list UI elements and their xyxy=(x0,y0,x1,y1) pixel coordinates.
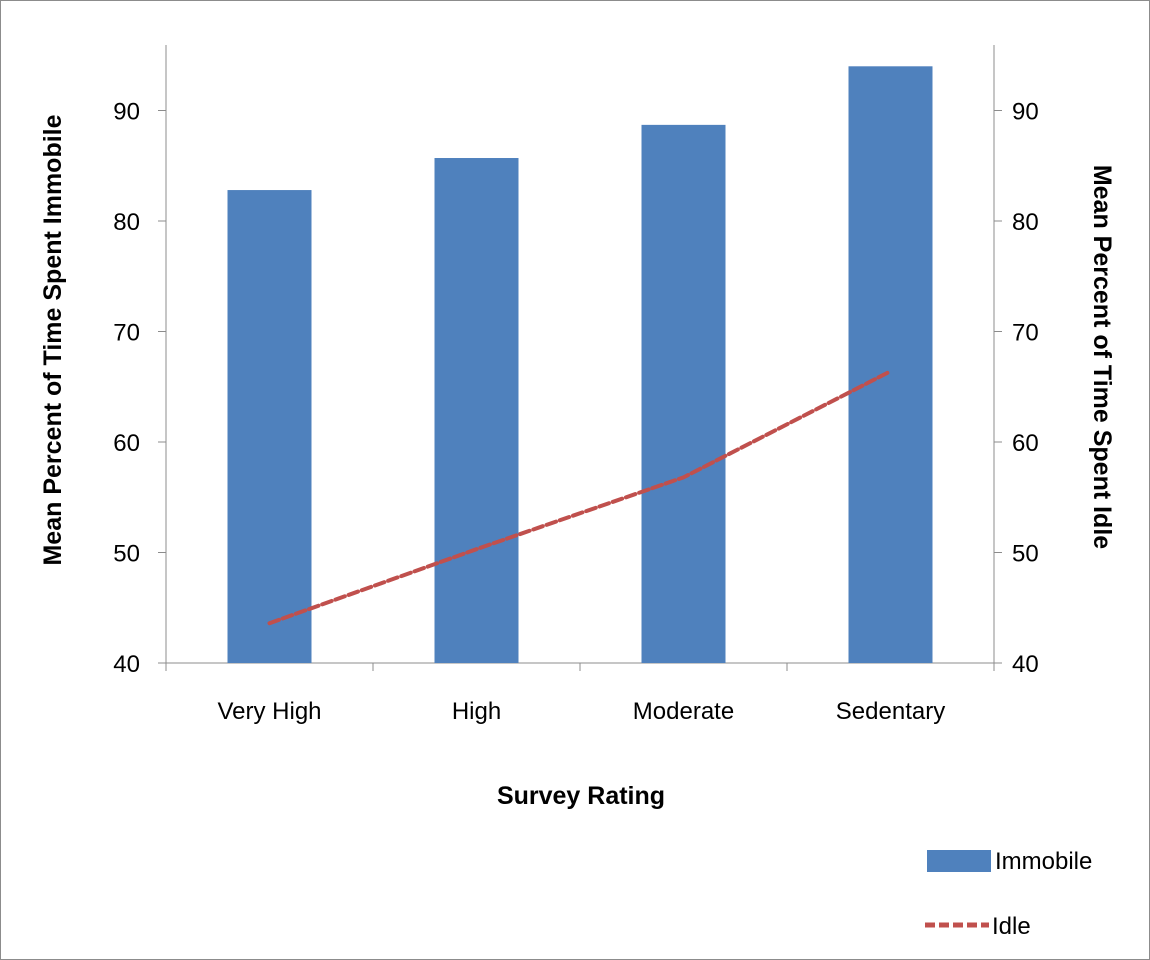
y-right-tick-label: 60 xyxy=(1012,430,1039,457)
y-right-tick-label: 70 xyxy=(1012,320,1039,347)
bar-immobile xyxy=(848,66,933,664)
idle-line-group xyxy=(267,369,893,626)
legend-label-immobile: Immobile xyxy=(995,848,1092,875)
x-axis-title: Survey Rating xyxy=(497,782,665,810)
y-axis-title-left: Mean Percent of Time Spent Immobile xyxy=(39,114,67,565)
y-left-tick-label: 60 xyxy=(113,430,140,457)
y-axis-title-right: Mean Percent of Time Spent Idle xyxy=(1088,165,1116,549)
line-idle xyxy=(267,369,893,626)
legend-label-idle: Idle xyxy=(992,913,1031,940)
x-category-label: Sedentary xyxy=(836,698,945,725)
category-labels: Very High High Moderate Sedentary xyxy=(217,698,945,725)
y-right-tick-label: 50 xyxy=(1012,541,1039,568)
bars xyxy=(227,66,933,664)
y-left-tick-label: 50 xyxy=(113,541,140,568)
y-left-tick-label: 80 xyxy=(113,209,140,236)
bar-immobile xyxy=(641,124,726,664)
y-right-tick-label: 40 xyxy=(1012,651,1039,678)
x-category-label: High xyxy=(452,698,501,725)
y-left-tick-label: 40 xyxy=(113,651,140,678)
left-tick-labels: 40 50 60 70 80 90 xyxy=(113,99,140,679)
y-right-tick-label: 80 xyxy=(1012,209,1039,236)
x-category-label: Very High xyxy=(217,698,321,725)
legend: Immobile Idle xyxy=(925,848,1092,940)
right-tick-labels: 40 50 60 70 80 90 xyxy=(1012,99,1039,679)
bar-immobile xyxy=(227,190,312,663)
legend-swatch-immobile xyxy=(927,850,991,872)
y-left-tick-label: 90 xyxy=(113,99,140,126)
x-category-label: Moderate xyxy=(633,698,734,725)
y-right-tick-label: 90 xyxy=(1012,99,1039,126)
bar-immobile xyxy=(434,158,519,663)
y-left-tick-label: 70 xyxy=(113,320,140,347)
